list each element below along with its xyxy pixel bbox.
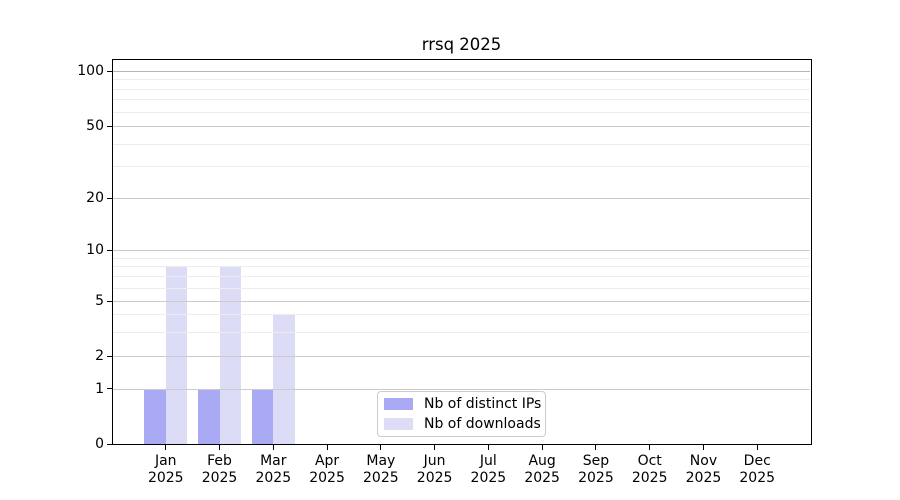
y-tick-50 (107, 125, 112, 127)
year-label: 2025 (201, 470, 238, 486)
x-tick-label-sep-2025: Sep 2025 (566, 453, 626, 487)
gridline-major-10 (113, 250, 810, 251)
gridline-minor-40 (113, 143, 810, 145)
y-tick-100 (107, 70, 112, 72)
month-label: Jan (154, 453, 177, 469)
x-tick-label-jan-2025: Jan 2025 (136, 453, 196, 487)
y-tick-label-1: 1 (95, 380, 104, 397)
y-tick-5 (107, 300, 112, 302)
y-tick-label-2: 2 (95, 348, 104, 364)
x-tick-label-jun-2025: Jun 2025 (405, 453, 465, 487)
gridline-minor-70 (113, 99, 810, 101)
legend-swatch-distinct-ips (384, 398, 413, 410)
month-label: Feb (207, 453, 232, 469)
year-label: 2025 (631, 470, 668, 486)
x-tick-feb (219, 445, 221, 450)
legend-entry-distinct-ips: Nb of distinct IPs (384, 394, 542, 414)
x-tick-jun (434, 445, 436, 450)
y-tick-label-50: 50 (86, 118, 104, 134)
gridline-minor-7 (113, 276, 810, 278)
x-tick-mar (272, 445, 274, 450)
year-label: 2025 (685, 470, 722, 486)
year-label: 2025 (363, 470, 399, 486)
month-label: Aug (528, 453, 556, 469)
month-label: Jun (423, 453, 446, 469)
year-label: 2025 (524, 470, 560, 486)
x-tick-nov (702, 445, 704, 450)
legend-label-downloads: Nb of downloads (424, 416, 541, 432)
y-tick-label-5: 5 (95, 293, 104, 309)
gridline-minor-3 (113, 331, 810, 333)
x-tick-dec (756, 445, 758, 450)
x-tick-label-may-2025: May 2025 (351, 453, 411, 487)
x-tick-apr (326, 445, 328, 450)
year-label: 2025 (416, 470, 453, 486)
month-label: May (366, 453, 396, 469)
x-tick-sep (595, 445, 597, 450)
gridline-minor-30 (113, 166, 810, 168)
legend-entry-downloads: Nb of downloads (384, 414, 541, 434)
gridline-major-50 (113, 126, 810, 127)
month-label: Jul (479, 453, 497, 469)
bar-distinct-ips-feb (198, 388, 220, 444)
month-label: Dec (743, 453, 771, 469)
year-label: 2025 (578, 470, 614, 486)
gridline-major-1 (113, 388, 810, 390)
legend-swatch-downloads (384, 418, 413, 430)
plot-area (112, 59, 812, 445)
year-label: 2025 (147, 470, 184, 486)
x-tick-label-oct-2025: Oct 2025 (620, 453, 680, 487)
year-label: 2025 (255, 470, 292, 486)
bar-downloads-mar (273, 314, 295, 444)
y-tick-1 (107, 388, 112, 389)
year-label: 2025 (739, 470, 776, 486)
y-tick-label-10: 10 (86, 242, 104, 258)
gridline-major-20 (113, 198, 810, 199)
x-tick-label-nov-2025: Nov 2025 (673, 453, 733, 487)
bar-downloads-jan (165, 266, 188, 444)
bar-distinct-ips-mar (251, 388, 274, 444)
gridline-minor-90 (113, 79, 810, 81)
x-tick-label-apr-2025: Apr 2025 (297, 453, 357, 487)
bar-downloads-feb (219, 266, 242, 444)
y-tick-10 (107, 249, 112, 251)
x-tick-label-mar-2025: Mar 2025 (243, 453, 303, 487)
x-tick-aug (541, 445, 543, 450)
month-label: Mar (260, 453, 287, 469)
legend: Nb of distinct IPs Nb of downloads (377, 391, 546, 437)
month-label: Sep (582, 453, 610, 469)
y-tick-20 (107, 197, 112, 199)
gridline-minor-4 (113, 314, 810, 316)
y-tick-label-100: 100 (77, 63, 104, 79)
x-tick-label-jul-2025: Jul 2025 (458, 453, 518, 487)
month-label: Nov (689, 453, 718, 469)
year-label: 2025 (309, 470, 345, 486)
month-label: Oct (637, 453, 662, 469)
y-tick-0 (107, 443, 112, 445)
gridline-major-5 (113, 301, 810, 302)
bar-distinct-ips-jan (144, 388, 166, 444)
x-tick-label-aug-2025: Aug 2025 (512, 453, 572, 487)
y-tick-label-20: 20 (86, 190, 104, 206)
gridline-major-2 (113, 356, 810, 357)
x-tick-jan (165, 445, 167, 450)
gridline-minor-80 (113, 88, 810, 90)
gridline-minor-9 (113, 257, 810, 259)
y-tick-2 (107, 355, 112, 357)
gridline-minor-60 (113, 111, 810, 113)
gridline-minor-8 (113, 266, 810, 268)
year-label: 2025 (470, 470, 507, 486)
month-label: Apr (314, 453, 340, 469)
y-tick-label-0: 0 (95, 436, 104, 452)
x-tick-may (380, 445, 382, 450)
x-tick-jul (487, 445, 489, 450)
legend-label-distinct-ips: Nb of distinct IPs (424, 396, 542, 412)
x-tick-label-feb-2025: Feb 2025 (190, 453, 250, 487)
gridline-minor-6 (113, 287, 810, 289)
x-tick-oct (649, 445, 651, 450)
chart-title: rrsq 2025 (421, 35, 502, 54)
gridline-major-100 (113, 71, 810, 72)
x-tick-label-dec-2025: Dec 2025 (727, 453, 787, 487)
